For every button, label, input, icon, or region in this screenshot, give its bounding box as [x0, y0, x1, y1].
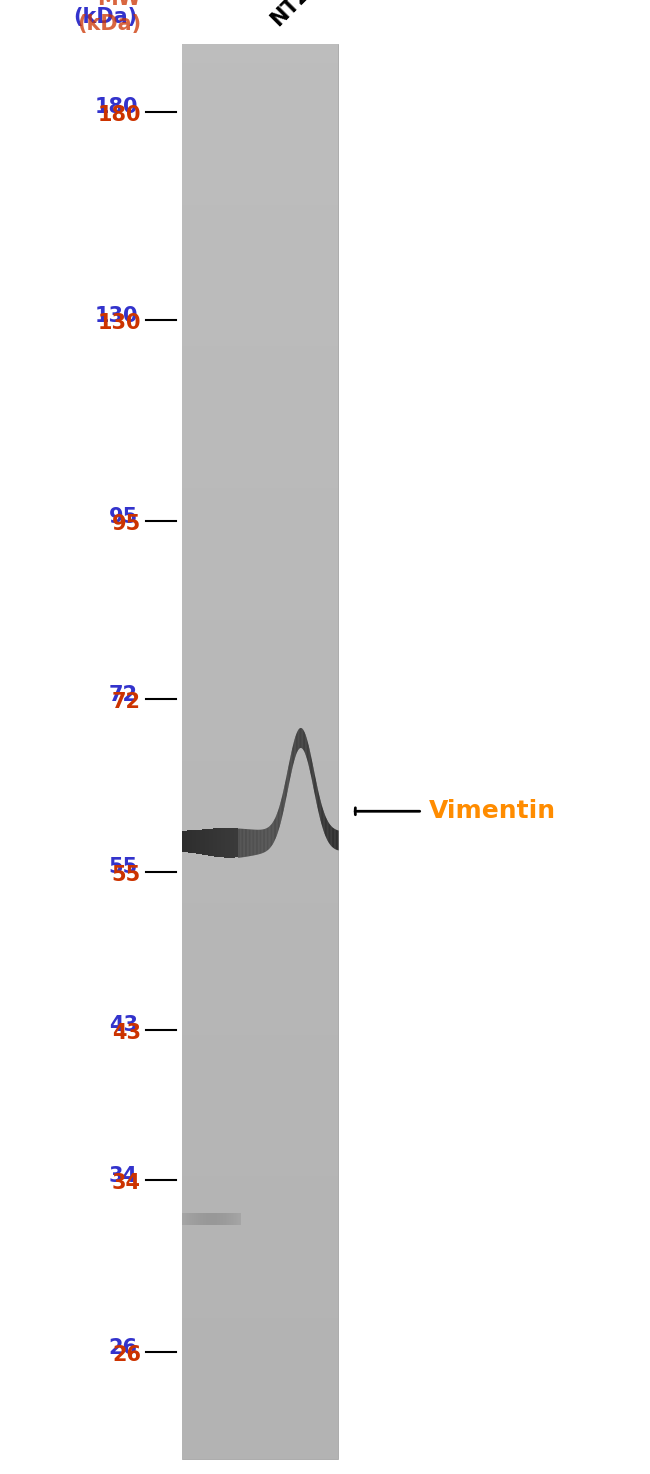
Text: 130: 130 — [98, 314, 141, 333]
Text: 72: 72 — [109, 685, 138, 705]
Text: 26: 26 — [112, 1346, 141, 1365]
Text: NT2D1: NT2D1 — [266, 0, 335, 29]
Text: 43: 43 — [112, 1023, 141, 1042]
Text: 95: 95 — [109, 507, 138, 528]
Text: Vimentin: Vimentin — [429, 799, 556, 824]
Text: 180: 180 — [94, 97, 138, 118]
Text: 180: 180 — [98, 105, 141, 125]
Text: 55: 55 — [112, 865, 141, 884]
Text: 43: 43 — [109, 1016, 138, 1035]
Text: 55: 55 — [109, 858, 138, 877]
Text: MW
(kDa): MW (kDa) — [73, 0, 138, 27]
Text: MW
(kDa): MW (kDa) — [77, 0, 141, 34]
Text: 34: 34 — [112, 1173, 141, 1192]
Text: 34: 34 — [109, 1166, 138, 1185]
Text: 130: 130 — [94, 307, 138, 326]
Text: 95: 95 — [112, 514, 141, 535]
Text: 26: 26 — [109, 1338, 138, 1358]
Text: 72: 72 — [112, 693, 141, 712]
Bar — [182, 44, 338, 1459]
